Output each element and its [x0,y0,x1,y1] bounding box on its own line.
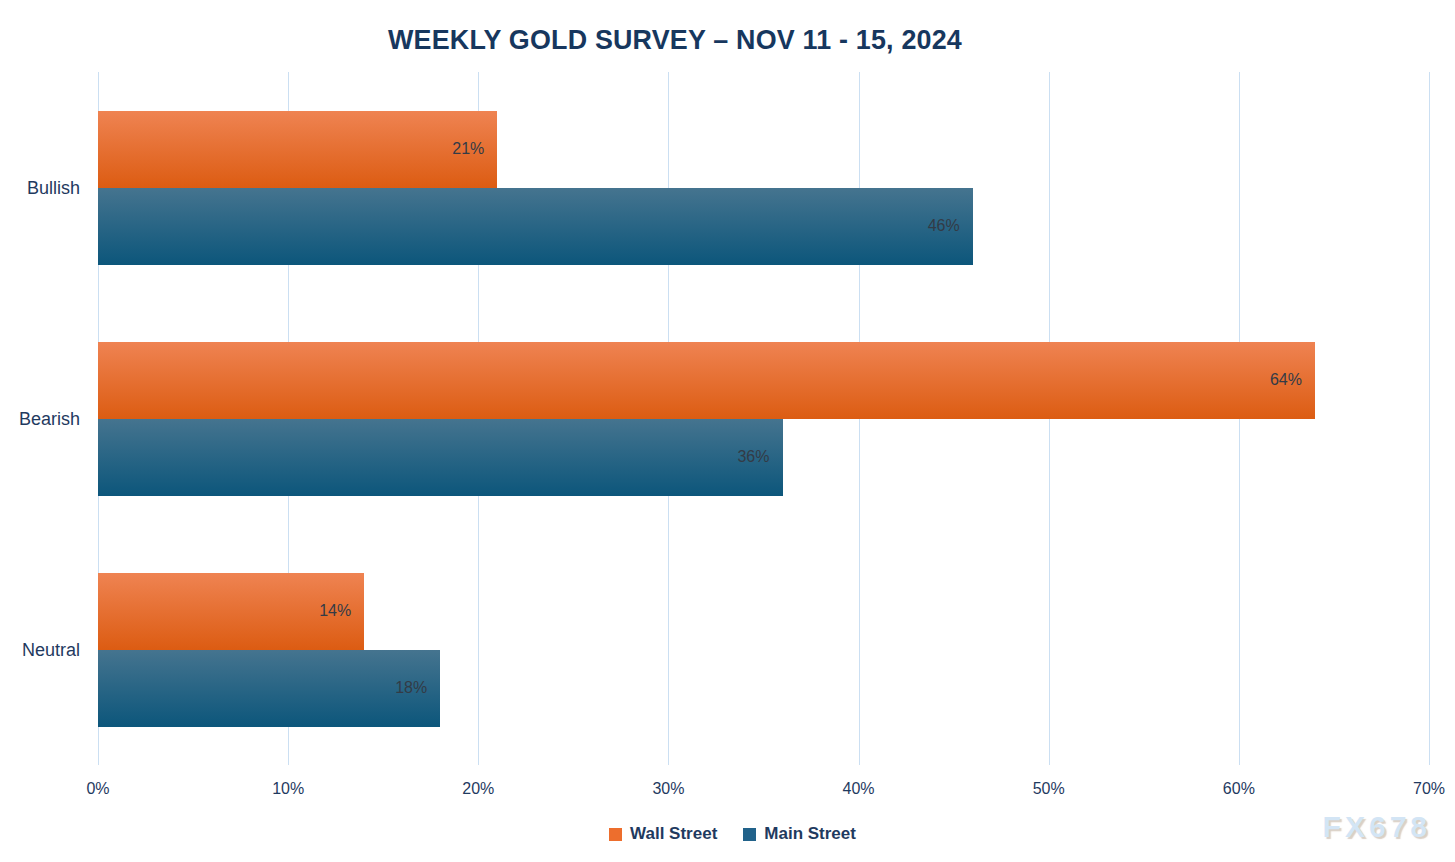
category-label-bearish: Bearish [19,408,80,429]
bar-group-neutral: Neutral14%18% [98,534,1429,765]
main-street-swatch-icon [743,828,756,841]
gridline [1429,72,1430,765]
legend: Wall Street Main Street [0,824,1455,844]
bar-group-bearish: Bearish64%36% [98,303,1429,534]
legend-label-main-street: Main Street [764,824,856,844]
x-tick-label: 10% [243,780,333,798]
plot-area: Bullish21%46%Bearish64%36%Neutral14%18% [98,72,1429,765]
bar-main-street-bullish: 46% [98,188,973,265]
wall-street-swatch-icon [609,828,622,841]
chart-canvas: WEEKLY GOLD SURVEY – NOV 11 - 15, 2024 B… [0,0,1455,862]
bar-main-street-neutral: 18% [98,650,440,727]
bar-value-label: 14% [319,602,351,620]
x-tick-label: 40% [814,780,904,798]
bar-value-label: 46% [928,217,960,235]
x-tick-label: 30% [623,780,713,798]
bar-wall-street-bearish: 64% [98,342,1315,419]
legend-item-wall-street: Wall Street [609,824,717,844]
bar-value-label: 36% [737,448,769,466]
bar-value-label: 21% [452,140,484,158]
x-tick-label: 60% [1194,780,1284,798]
legend-label-wall-street: Wall Street [630,824,717,844]
bar-main-street-bearish: 36% [98,419,783,496]
x-tick-label: 0% [53,780,143,798]
bar-value-label: 64% [1270,371,1302,389]
bar-value-label: 18% [395,679,427,697]
category-label-bullish: Bullish [27,177,80,198]
watermark: FX678 [1323,810,1431,844]
legend-item-main-street: Main Street [743,824,856,844]
x-tick-label: 50% [1004,780,1094,798]
x-tick-label: 70% [1384,780,1455,798]
category-label-neutral: Neutral [22,639,80,660]
bar-wall-street-bullish: 21% [98,111,497,188]
chart-title: WEEKLY GOLD SURVEY – NOV 11 - 15, 2024 [27,24,1323,56]
x-tick-label: 20% [433,780,523,798]
bar-group-bullish: Bullish21%46% [98,72,1429,303]
bar-wall-street-neutral: 14% [98,573,364,650]
